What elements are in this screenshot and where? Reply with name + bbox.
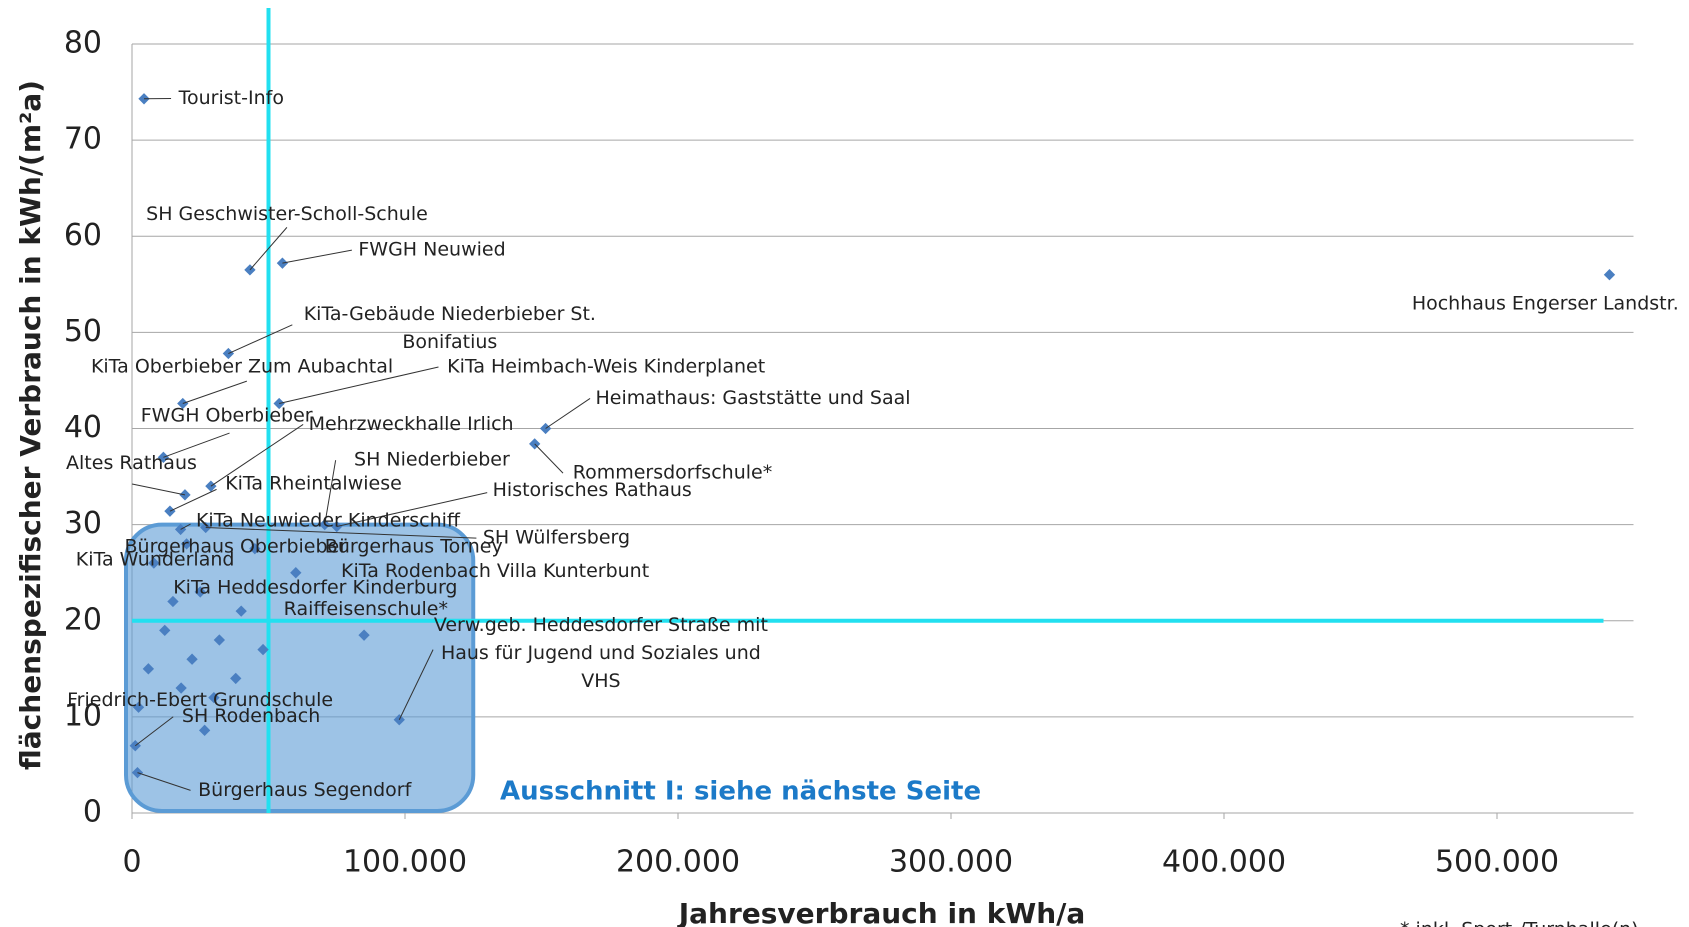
x-tick-label: 200.000	[616, 845, 740, 880]
leader-line	[210, 424, 304, 487]
point	[167, 595, 179, 608]
y-axis-label: flächenspezifischer Verbrauch in kWh/(m²…	[14, 80, 47, 770]
point-label: Historisches Rathaus	[493, 479, 692, 501]
leader-line	[336, 492, 488, 528]
point-label: Mehrzweckhalle Irlich	[309, 413, 514, 435]
y-tick-label: 30	[64, 506, 102, 541]
point	[194, 586, 206, 598]
highlight-region	[124, 522, 476, 813]
point	[180, 538, 193, 550]
point-label: KiTa-Gebäude Niederbieber St. Bonifatius	[303, 302, 596, 353]
y-tick-label: 50	[64, 314, 102, 349]
y-tick-label: 80	[64, 26, 102, 61]
leader-line	[134, 716, 174, 747]
point-label: Hochhaus Engerser Landstr.	[1412, 293, 1679, 315]
point	[249, 542, 261, 555]
point	[198, 724, 211, 736]
point-label: Raiffeisenschule*	[284, 598, 448, 620]
point-label: FWGH Neuwied	[358, 239, 505, 261]
point-label: Rommersdorfschule*	[573, 462, 772, 484]
x-tick-label: 400.000	[1162, 845, 1286, 880]
point-label: KiTa Wunderland	[76, 548, 235, 570]
point-label: Heimathaus: Gaststätte und Saal	[595, 387, 910, 409]
x-tick-label: 500.000	[1435, 845, 1559, 880]
point	[1603, 269, 1616, 281]
leader-line	[131, 483, 186, 496]
point-label: FWGH Oberbieber	[141, 404, 313, 426]
point-label: KiTa Oberbieber Zum Aubachtal	[91, 356, 393, 378]
point	[186, 653, 198, 665]
point-label: SH Geschwister-Scholl-Schule	[146, 203, 428, 225]
point-label: KiTa Heddesdorfer Kinderburg	[173, 576, 457, 598]
leader-line	[534, 443, 564, 474]
leader-line	[228, 324, 293, 354]
leader-line	[169, 488, 217, 512]
point	[257, 643, 269, 656]
point	[290, 567, 302, 579]
x-tick-label: 300.000	[889, 845, 1013, 880]
point	[358, 629, 370, 641]
y-tick-label: 20	[64, 602, 102, 637]
leader-line	[163, 432, 230, 458]
point-label: Friedrich-Ebert Grundschule	[67, 689, 333, 711]
leader-line	[324, 460, 337, 525]
x-tick-label: 0	[122, 845, 141, 880]
point-label: Bürgerhaus Torney	[325, 535, 503, 557]
point	[142, 663, 155, 675]
leader-line	[182, 380, 248, 404]
point-label: Altes Rathaus	[66, 452, 197, 474]
point	[132, 701, 145, 713]
leader-line	[282, 249, 352, 264]
point	[159, 624, 171, 637]
point-label-box: Verw.geb. Heddesdorfer Straße mit Haus f…	[433, 613, 768, 692]
leader-line	[398, 649, 434, 720]
point	[175, 682, 187, 694]
x-axis-label: Jahresverbrauch in kWh/a	[677, 897, 1086, 927]
y-tick-label: 60	[64, 218, 102, 253]
y-tick-label: 0	[83, 795, 102, 830]
point-label: Bürgerhaus Segendorf	[198, 779, 412, 801]
point-label: Bürgerhaus Oberbieber	[125, 535, 348, 557]
leader-line	[205, 527, 477, 539]
point-label: KiTa Rheintalwiese	[225, 472, 402, 494]
leader-line	[545, 398, 591, 429]
leader-line	[180, 523, 191, 530]
point-label: Verw.geb. Heddesdorfer Straße mit Haus f…	[433, 613, 768, 692]
x-tick-label: 100.000	[343, 845, 467, 880]
point-label: KiTa Neuwieder Kinderschiff	[196, 509, 461, 531]
point-label: KiTa Rodenbach Villa Kunterbunt	[341, 560, 649, 582]
point	[208, 691, 220, 704]
y-tick-label: 10	[64, 698, 102, 733]
point-label: KiTa Heimbach-Weis Kinderplanet	[447, 356, 765, 378]
y-tick-label: 70	[64, 122, 102, 157]
point-label: SH Rodenbach	[182, 705, 320, 727]
point-label-box: KiTa-Gebäude Niederbieber St. Bonifatius	[303, 302, 596, 353]
annotation: Ausschnitt I: siehe nächste Seite	[500, 777, 981, 807]
point	[230, 672, 242, 685]
y-tick-label: 40	[64, 410, 102, 445]
leader-line	[137, 772, 191, 791]
point	[213, 634, 226, 646]
footnote: * inkl. Sport-/Turnhalle(n)	[1400, 919, 1639, 927]
point-label: SH Wülfersberg	[483, 527, 630, 549]
point-label: Tourist-Info	[178, 87, 284, 109]
point	[148, 557, 160, 569]
point-label: SH Niederbieber	[354, 449, 510, 471]
leader-line	[279, 366, 439, 404]
leader-line	[249, 227, 288, 271]
point	[235, 605, 247, 617]
